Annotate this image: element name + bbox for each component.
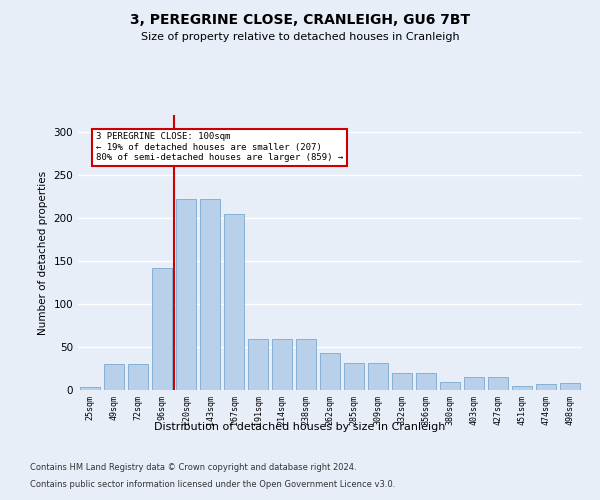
Text: Contains HM Land Registry data © Crown copyright and database right 2024.: Contains HM Land Registry data © Crown c… [30, 462, 356, 471]
Bar [320, 353, 340, 390]
Bar [248, 340, 268, 390]
Bar [176, 199, 196, 390]
Bar [128, 364, 148, 390]
Text: 3 PEREGRINE CLOSE: 100sqm
← 19% of detached houses are smaller (207)
80% of semi: 3 PEREGRINE CLOSE: 100sqm ← 19% of detac… [96, 132, 343, 162]
Text: Contains public sector information licensed under the Open Government Licence v3: Contains public sector information licen… [30, 480, 395, 489]
Bar [200, 199, 220, 390]
Bar [104, 364, 124, 390]
Bar [560, 383, 580, 390]
Bar [272, 340, 292, 390]
Text: Distribution of detached houses by size in Cranleigh: Distribution of detached houses by size … [154, 422, 446, 432]
Bar [512, 386, 532, 390]
Bar [488, 377, 508, 390]
Bar [536, 384, 556, 390]
Bar [80, 386, 100, 390]
Y-axis label: Number of detached properties: Number of detached properties [38, 170, 48, 334]
Bar [392, 373, 412, 390]
Text: 3, PEREGRINE CLOSE, CRANLEIGH, GU6 7BT: 3, PEREGRINE CLOSE, CRANLEIGH, GU6 7BT [130, 12, 470, 26]
Bar [344, 362, 364, 390]
Bar [224, 214, 244, 390]
Bar [464, 377, 484, 390]
Text: Size of property relative to detached houses in Cranleigh: Size of property relative to detached ho… [140, 32, 460, 42]
Bar [368, 362, 388, 390]
Bar [416, 373, 436, 390]
Bar [152, 268, 172, 390]
Bar [440, 382, 460, 390]
Bar [296, 340, 316, 390]
